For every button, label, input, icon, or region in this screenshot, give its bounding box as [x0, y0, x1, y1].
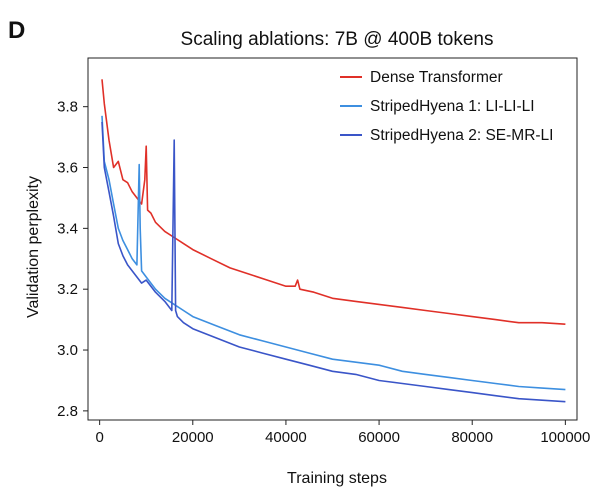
legend-label-dense-transformer: Dense Transformer	[370, 69, 503, 86]
y-axis-ticks: 2.8 3.0 3.2 3.4 3.6 3.8	[57, 99, 88, 420]
series-line-stripedhyena-1-li-li-li	[101, 115, 566, 391]
x-tick-label: 80000	[451, 429, 493, 446]
y-tick-label: 3.6	[57, 160, 78, 177]
x-tick-label: 100000	[540, 429, 590, 446]
x-tick-label: 40000	[265, 429, 307, 446]
series-lines	[101, 79, 566, 403]
x-axis-label: Training steps	[287, 470, 387, 487]
series-line-stripedhyena-2-se-mr-li	[101, 121, 566, 403]
y-tick-label: 3.0	[57, 342, 78, 359]
x-tick-label: 20000	[172, 429, 214, 446]
legend-label-stripedhyena-1-li-li-li: StripedHyena 1: LI-LI-LI	[370, 98, 535, 115]
plot-frame	[87, 57, 578, 421]
panel-letter: D	[8, 17, 25, 44]
legend-label-stripedhyena-2-se-mr-li: StripedHyena 2: SE-MR-LI	[370, 127, 554, 144]
series-line-dense-transformer	[101, 79, 566, 325]
y-tick-label: 3.4	[57, 220, 78, 237]
chart-title: Scaling ablations: 7B @ 400B tokens	[181, 29, 494, 50]
x-tick-label: 60000	[358, 429, 400, 446]
x-axis-ticks: 0 20000 40000 60000 80000 100000	[95, 420, 590, 446]
x-tick-label: 0	[95, 429, 103, 446]
y-tick-label: 3.2	[57, 281, 78, 298]
legend: Dense Transformer StripedHyena 1: LI-LI-L…	[340, 69, 554, 144]
y-axis-label: Validation perplexity	[25, 176, 42, 318]
y-tick-label: 3.8	[57, 99, 78, 116]
y-tick-label: 2.8	[57, 403, 78, 420]
